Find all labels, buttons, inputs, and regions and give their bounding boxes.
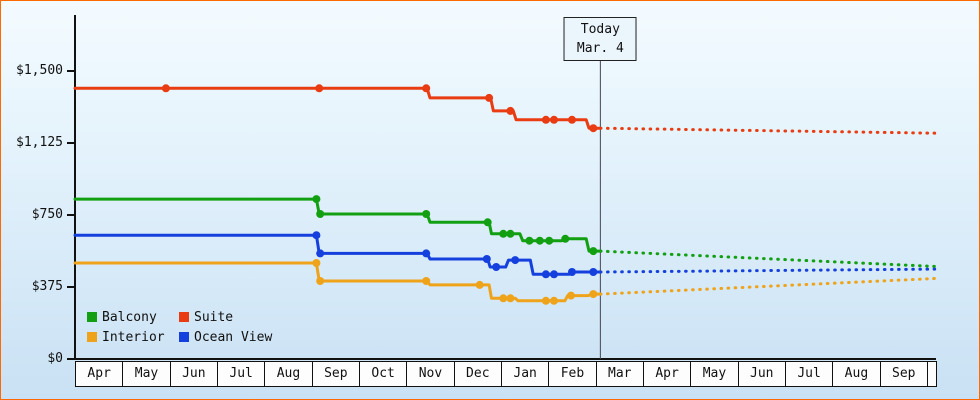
- series-line: [73, 197, 602, 253]
- month-cell: Jun: [171, 362, 218, 386]
- legend-row: Balcony Suite: [87, 307, 272, 327]
- today-date: Mar. 4: [576, 41, 624, 56]
- data-point: [312, 231, 321, 240]
- data-point: [422, 210, 431, 218]
- month-cell: Jun: [739, 362, 786, 386]
- series-forecast-dotted-line: [598, 267, 938, 274]
- month-cell: Sep: [881, 362, 928, 386]
- data-point: [541, 270, 550, 279]
- data-point: [550, 115, 558, 124]
- data-point: [482, 255, 491, 263]
- data-point: [499, 294, 508, 303]
- month-cell: Mar: [597, 362, 644, 386]
- month-cell: Oct: [360, 362, 408, 386]
- month-cell: May: [123, 362, 171, 386]
- month-cell: Dec: [455, 362, 502, 386]
- y-axis-label: $750: [31, 207, 63, 222]
- series-line: [73, 86, 602, 130]
- month-cell-partial: [928, 362, 936, 386]
- x-axis-months: Apr May Jun Jul Aug Sep Oct Nov Dec Jan Feb Mar Apr M…: [75, 361, 937, 387]
- data-point: [550, 270, 558, 279]
- month-cell: May: [691, 362, 739, 386]
- month-cell: Feb: [549, 362, 597, 386]
- month-cell: Apr: [76, 362, 124, 386]
- legend-label: Ocean View: [194, 329, 273, 345]
- y-axis-label: $1,500: [16, 63, 63, 78]
- data-point: [499, 229, 508, 238]
- data-point: [483, 218, 492, 227]
- legend-swatch: [179, 332, 189, 342]
- data-point: [506, 229, 515, 238]
- data-point: [422, 84, 431, 93]
- legend-item: Ocean View: [179, 330, 272, 345]
- data-point: [492, 263, 501, 271]
- data-point: [316, 249, 325, 258]
- legend-swatch: [87, 332, 97, 342]
- data-point: [550, 296, 558, 305]
- month-cell: Aug: [833, 362, 881, 386]
- month-cell: Jul: [218, 362, 266, 386]
- month-cell: Nov: [407, 362, 455, 386]
- data-point: [541, 115, 550, 124]
- data-point: [475, 280, 484, 289]
- month-cell: Sep: [313, 362, 360, 386]
- series-ocean-view: [73, 231, 938, 279]
- month-cell: Jan: [502, 362, 550, 386]
- legend-label: Interior: [102, 329, 165, 345]
- series-forecast-dotted-line: [598, 249, 938, 268]
- data-point: [312, 259, 321, 267]
- legend-item: Interior: [87, 330, 179, 345]
- y-axis-label: $375: [31, 279, 63, 294]
- data-point: [561, 234, 570, 243]
- data-point: [589, 124, 598, 133]
- data-point: [541, 296, 550, 305]
- data-point: [315, 84, 324, 93]
- data-point: [535, 236, 544, 245]
- chart-legend: Balcony Suite Interior Ocean View: [87, 307, 272, 347]
- data-point: [312, 195, 321, 204]
- data-point: [422, 277, 431, 285]
- data-point: [589, 247, 598, 256]
- data-point: [525, 236, 534, 245]
- data-point: [506, 294, 515, 303]
- series-forecast-dotted-line: [598, 126, 938, 135]
- data-point: [316, 210, 325, 218]
- y-axis-label: $0: [47, 351, 63, 366]
- series-forecast-dotted-line: [598, 276, 938, 296]
- series-interior: [73, 259, 938, 305]
- data-point: [567, 291, 575, 300]
- data-point: [511, 256, 520, 265]
- data-point: [545, 236, 554, 245]
- month-cell: Aug: [265, 362, 313, 386]
- legend-swatch: [179, 312, 189, 322]
- data-point: [568, 268, 576, 276]
- y-axis-label: $1,125: [16, 135, 63, 150]
- data-point: [506, 106, 515, 115]
- data-point: [316, 277, 325, 285]
- data-point: [568, 115, 576, 124]
- data-point: [589, 290, 598, 299]
- series-balcony: [73, 195, 938, 268]
- today-title: Today: [580, 22, 620, 37]
- data-point: [589, 268, 598, 276]
- data-point: [161, 84, 170, 93]
- month-cell: Apr: [644, 362, 692, 386]
- series-line: [73, 261, 602, 303]
- legend-swatch: [87, 312, 97, 322]
- data-point: [485, 93, 494, 102]
- legend-item: Balcony: [87, 310, 179, 325]
- month-cell: Jul: [786, 362, 834, 386]
- legend-row: Interior Ocean View: [87, 327, 272, 347]
- legend-label: Suite: [194, 309, 234, 325]
- today-marker-box: Today Mar. 4: [563, 17, 637, 61]
- data-point: [422, 249, 431, 258]
- series-suite: [73, 84, 938, 135]
- legend-label: Balcony: [102, 309, 157, 325]
- legend-item: Suite: [179, 310, 233, 325]
